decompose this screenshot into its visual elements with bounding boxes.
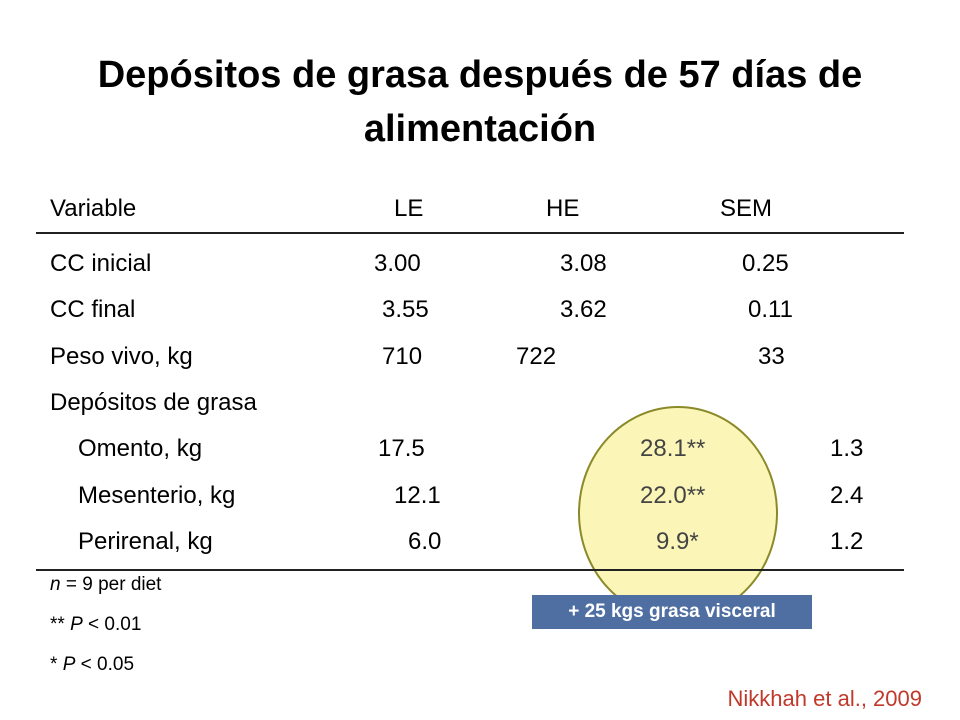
footnote-p005: * P < 0.05 — [50, 654, 135, 675]
row-le-value: 3.00 — [374, 250, 421, 277]
table-top-rule — [36, 232, 904, 234]
footnote-sample-size: n = 9 per diet — [50, 574, 162, 595]
footnote-p001: ** P < 0.01 — [50, 614, 142, 635]
row-label: Perirenal, kg — [78, 528, 213, 555]
row-le-value: 3.55 — [382, 296, 429, 323]
row-section-label: Depósitos de grasa — [50, 389, 257, 416]
header-le: LE — [394, 195, 424, 222]
header-he: HE — [546, 195, 580, 222]
header-variable: Variable — [50, 195, 137, 222]
row-le-value: 6.0 — [408, 528, 442, 555]
row-sem-value: 1.2 — [830, 528, 864, 555]
row-sem-value: 0.25 — [742, 250, 789, 277]
row-label: CC inicial — [50, 250, 152, 277]
row-sem-value: 33 — [758, 343, 785, 370]
header-sem: SEM — [720, 195, 773, 222]
visceral-fat-callout: + 25 kgs grasa visceral — [532, 595, 812, 629]
row-label: CC final — [50, 296, 136, 323]
row-he-value: 3.08 — [560, 250, 607, 277]
row-he-value: 3.62 — [560, 296, 607, 323]
row-le-value: 17.5 — [378, 435, 425, 462]
row-sem-value: 1.3 — [830, 435, 864, 462]
row-label: Mesenterio, kg — [78, 482, 236, 509]
row-he-value: 9.9* — [656, 528, 699, 555]
row-sem-value: 2.4 — [830, 482, 864, 509]
slide-title: Depósitos de grasa después de 57 días de… — [97, 54, 863, 150]
row-he-value: 722 — [516, 343, 557, 370]
citation: Nikkhah et al., 2009 — [727, 686, 922, 711]
table-bottom-rule — [36, 569, 904, 571]
row-label: Omento, kg — [78, 435, 203, 462]
highlight-circle — [578, 406, 778, 620]
row-sem-value: 0.11 — [748, 296, 793, 323]
row-he-value: 28.1** — [640, 435, 706, 462]
row-label: Peso vivo, kg — [50, 343, 193, 370]
row-le-value: 12.1 — [394, 482, 441, 509]
row-he-value: 22.0** — [640, 482, 706, 509]
row-le-value: 710 — [382, 343, 423, 370]
